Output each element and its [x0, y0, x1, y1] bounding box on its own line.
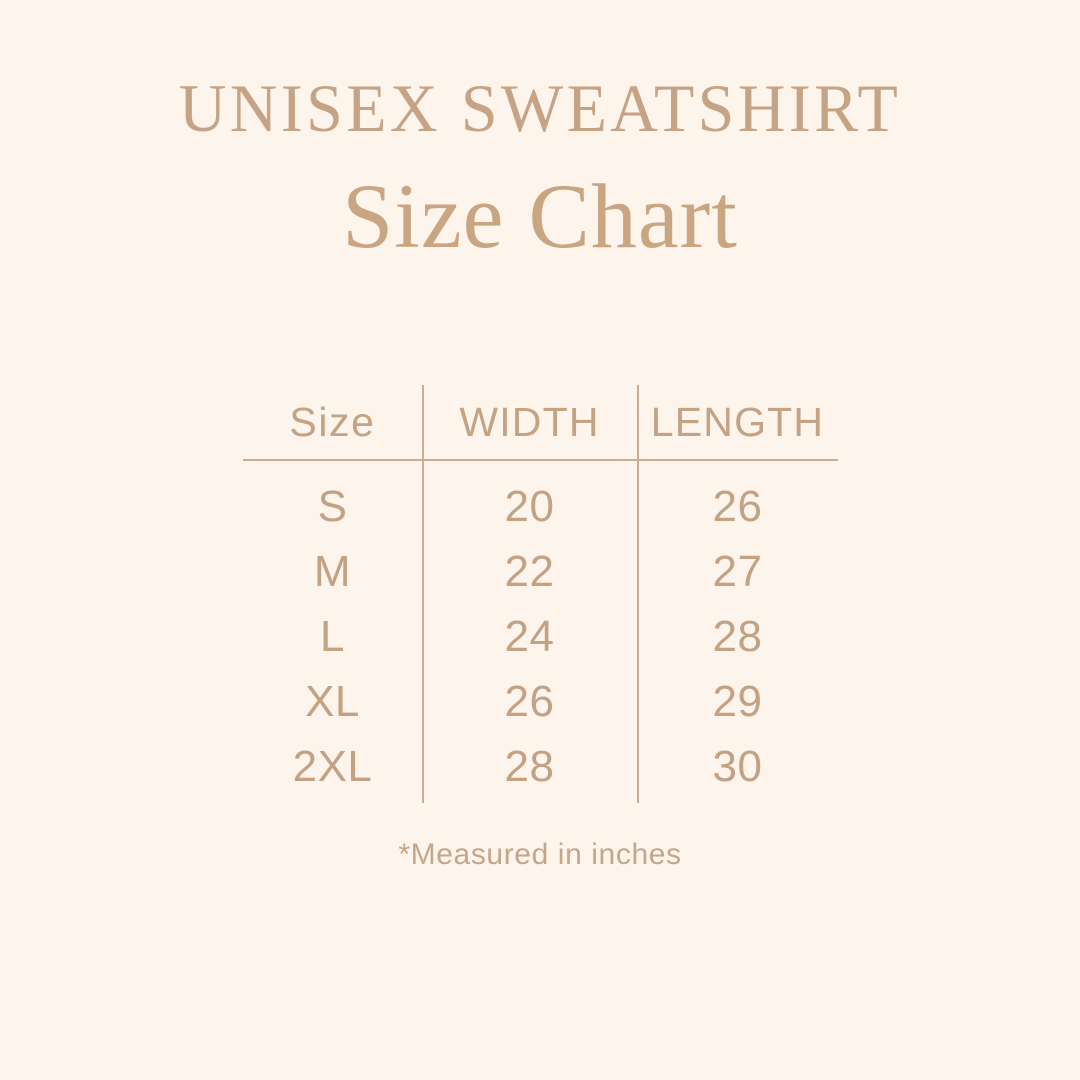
cell-size: XL [305, 676, 360, 726]
cell-length: 27 [712, 546, 763, 596]
table-header: Size WIDTH LENGTH [243, 385, 838, 460]
cell-width: 28 [504, 741, 555, 791]
cell-size: M [313, 546, 352, 596]
table-header-row: Size WIDTH LENGTH [243, 385, 838, 460]
page-subtitle: Size Chart [342, 165, 738, 267]
table-row: S 20 26 [243, 460, 838, 539]
table-row: L 24 28 [243, 604, 838, 669]
cell-length: 29 [712, 676, 763, 726]
cell-width: 20 [504, 481, 555, 531]
page-title: UNISEX SWEATSHIRT [178, 70, 902, 146]
table-body: S 20 26 M 22 27 L 24 28 XL 26 29 [243, 460, 838, 799]
cell-width: 26 [504, 676, 555, 726]
cell-size: S [317, 481, 348, 531]
table-row: XL 26 29 [243, 669, 838, 734]
size-table-wrapper: Size WIDTH LENGTH S 20 26 M 22 27 L [243, 385, 838, 803]
table-row: 2XL 28 30 [243, 734, 838, 799]
table-row: M 22 27 [243, 539, 838, 604]
cell-length: 30 [712, 741, 763, 791]
column-header-length: LENGTH [650, 399, 825, 445]
footnote-measured-in-inches: *Measured in inches [398, 838, 682, 871]
size-table: Size WIDTH LENGTH S 20 26 M 22 27 L [243, 385, 838, 799]
heading-block: UNISEX SWEATSHIRT Size Chart [0, 74, 1080, 262]
column-header-width: WIDTH [459, 399, 600, 445]
column-divider-line-1 [422, 385, 424, 803]
header-divider-line [243, 459, 838, 461]
cell-length: 26 [712, 481, 763, 531]
cell-size: 2XL [292, 741, 373, 791]
cell-length: 28 [712, 611, 763, 661]
column-divider-line-2 [637, 385, 639, 803]
cell-size: L [320, 611, 345, 661]
cell-width: 24 [504, 611, 555, 661]
column-header-size: Size [289, 399, 376, 445]
cell-width: 22 [504, 546, 555, 596]
